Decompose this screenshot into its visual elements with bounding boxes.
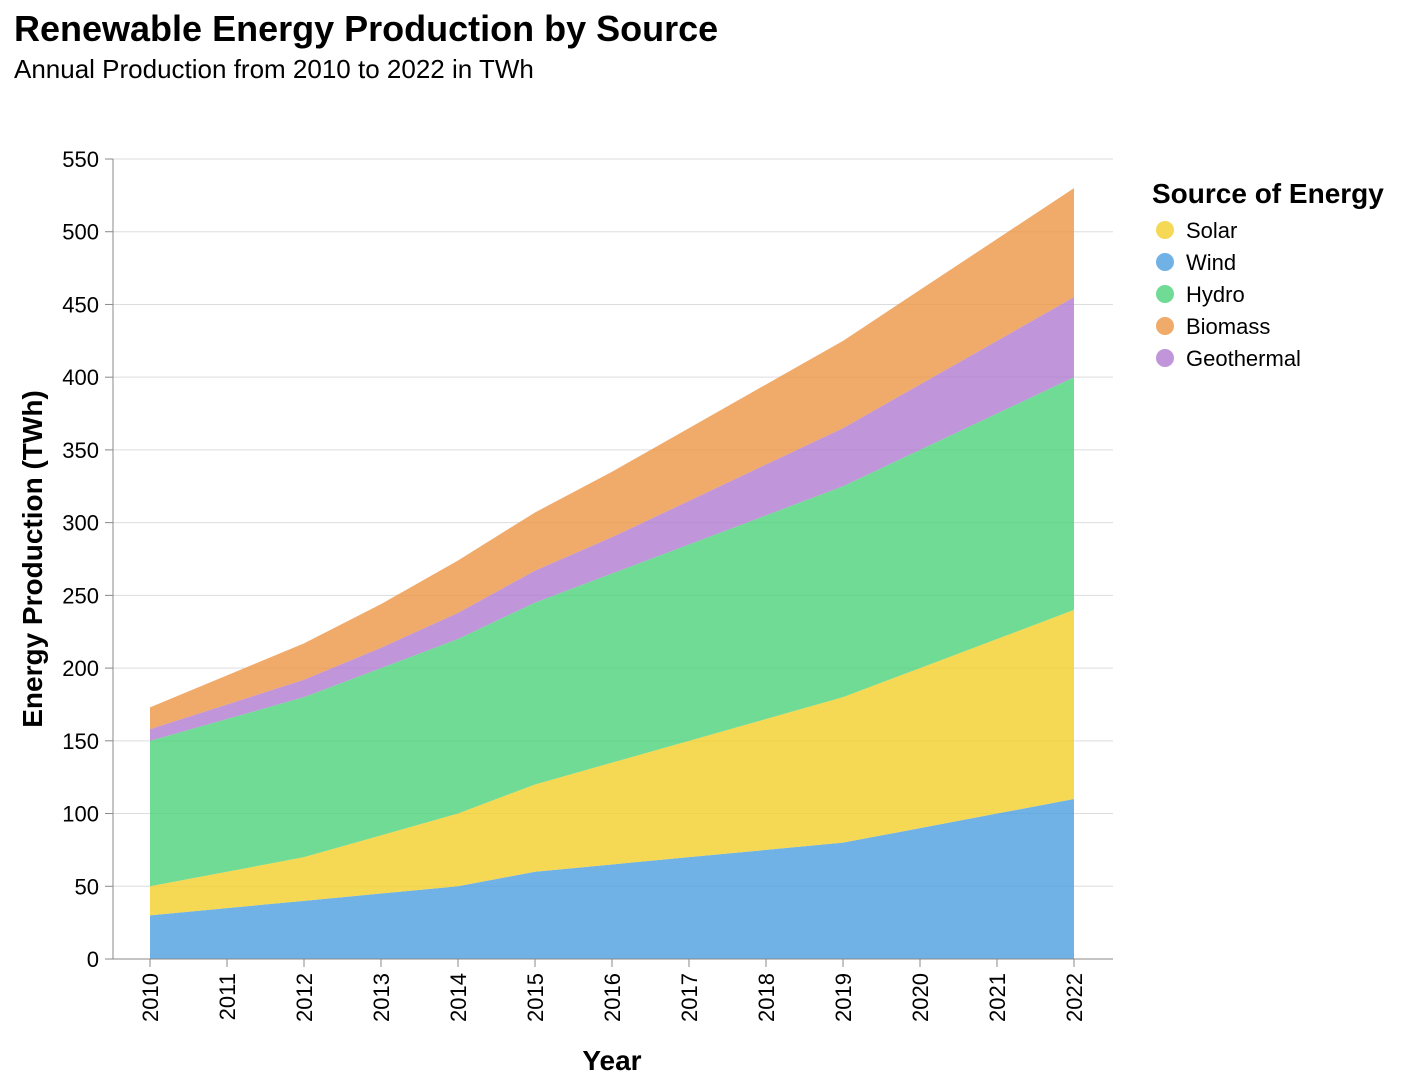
x-tick-label: 2017 bbox=[677, 973, 702, 1022]
area-wind bbox=[150, 799, 1074, 959]
legend-label-solar: Solar bbox=[1186, 218, 1237, 243]
x-tick-label: 2020 bbox=[908, 973, 933, 1022]
y-tick-label: 550 bbox=[62, 147, 99, 172]
x-tick-label: 2021 bbox=[985, 973, 1010, 1022]
chart-title: Renewable Energy Production by Source bbox=[14, 8, 719, 49]
x-tick-label: 2018 bbox=[754, 973, 779, 1022]
x-tick-label: 2014 bbox=[446, 973, 471, 1022]
y-tick-label: 50 bbox=[75, 874, 99, 899]
y-tick-label: 300 bbox=[62, 511, 99, 536]
area-series bbox=[150, 188, 1074, 959]
legend-swatch-hydro bbox=[1156, 285, 1174, 303]
area-solar bbox=[150, 609, 1074, 916]
legend-swatch-geothermal bbox=[1156, 349, 1174, 367]
y-tick-label: 250 bbox=[62, 583, 99, 608]
x-tick-label: 2016 bbox=[600, 973, 625, 1022]
x-tick-label: 2019 bbox=[831, 973, 856, 1022]
x-tick-label: 2015 bbox=[523, 973, 548, 1022]
area-biomass bbox=[150, 188, 1074, 730]
y-tick-label: 100 bbox=[62, 802, 99, 827]
y-tick-label: 450 bbox=[62, 292, 99, 317]
x-axis-title: Year bbox=[582, 1045, 641, 1076]
y-tick-label: 0 bbox=[87, 947, 99, 972]
x-tick-label: 2022 bbox=[1062, 973, 1087, 1022]
x-tick-label: 2012 bbox=[292, 973, 317, 1022]
legend-label-biomass: Biomass bbox=[1186, 314, 1270, 339]
area-hydro bbox=[150, 377, 1074, 887]
x-tick-label: 2010 bbox=[138, 973, 163, 1022]
legend-swatch-wind bbox=[1156, 253, 1174, 271]
y-axis-title: Energy Production (TWh) bbox=[17, 390, 48, 728]
legend-title: Source of Energy bbox=[1152, 178, 1384, 209]
legend-swatch-biomass bbox=[1156, 317, 1174, 335]
legend: Source of Energy Solar Wind Hydro Biomass Ge… bbox=[1152, 178, 1384, 371]
y-tick-label: 350 bbox=[62, 438, 99, 463]
y-tick-label: 150 bbox=[62, 729, 99, 754]
y-tick-label: 400 bbox=[62, 365, 99, 390]
legend-label-hydro: Hydro bbox=[1186, 282, 1245, 307]
axes: 0 50 100 150 200 250 300 350 400 450 500 550 2010 201… bbox=[62, 147, 1113, 1022]
y-tick-label: 200 bbox=[62, 656, 99, 681]
x-tick-label: 2011 bbox=[215, 973, 240, 1020]
legend-label-geothermal: Geothermal bbox=[1186, 346, 1301, 371]
x-tick-label: 2013 bbox=[369, 973, 394, 1022]
y-tick-label: 500 bbox=[62, 220, 99, 245]
legend-swatch-solar bbox=[1156, 221, 1174, 239]
chart-subtitle: Annual Production from 2010 to 2022 in T… bbox=[14, 54, 534, 84]
legend-label-wind: Wind bbox=[1186, 250, 1236, 275]
